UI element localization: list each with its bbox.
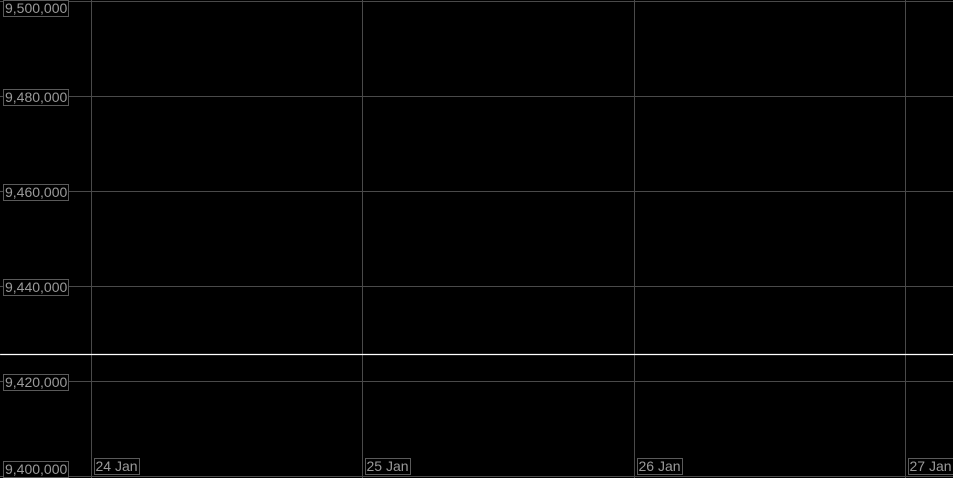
x-tick-label: 27 Jan	[907, 458, 953, 475]
y-tick-label: 9,460,000	[3, 183, 70, 201]
x-tick-label: 26 Jan	[636, 458, 683, 475]
y-tick-label: 9,400,000	[3, 461, 70, 478]
y-tick-label: 9,500,000	[3, 0, 70, 17]
x-tick-label: 24 Jan	[93, 458, 140, 475]
y-tick-label: 9,480,000	[3, 88, 70, 106]
x-tick-label: 25 Jan	[364, 458, 411, 475]
y-tick-label: 9,440,000	[3, 278, 70, 296]
y-tick-label: 9,420,000	[3, 373, 70, 391]
